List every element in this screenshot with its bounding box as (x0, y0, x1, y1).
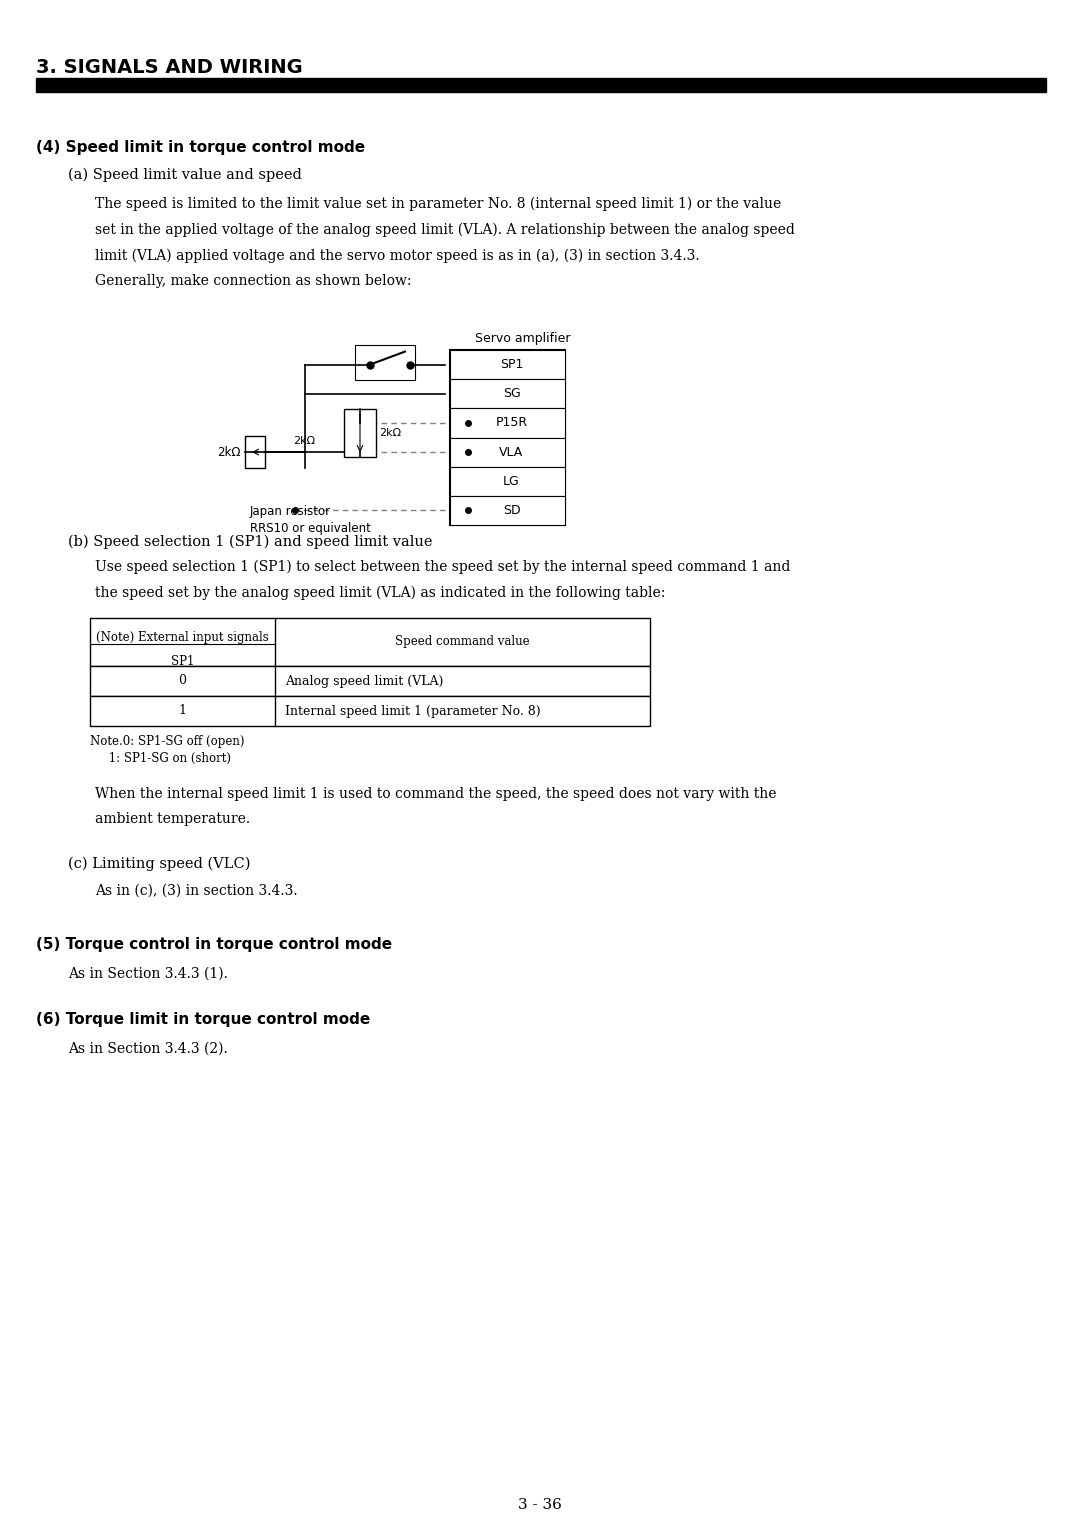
Bar (345, 410, 376, 457)
Text: As in (c), (3) in section 3.4.3.: As in (c), (3) in section 3.4.3. (95, 885, 298, 898)
Text: Speed command value: Speed command value (395, 636, 530, 648)
Text: Analog speed limit (VLA): Analog speed limit (VLA) (285, 674, 444, 688)
Bar (90, 617, 650, 666)
Text: Note.0: SP1-SG off (open): Note.0: SP1-SG off (open) (90, 735, 244, 749)
Bar (450, 437, 565, 466)
Text: (a) Speed limit value and speed: (a) Speed limit value and speed (68, 168, 302, 182)
Text: (6) Torque limit in torque control mode: (6) Torque limit in torque control mode (36, 1012, 370, 1027)
Text: (5) Torque control in torque control mode: (5) Torque control in torque control mod… (36, 937, 392, 952)
Bar (90, 666, 650, 695)
Text: 3. SIGNALS AND WIRING: 3. SIGNALS AND WIRING (36, 58, 302, 76)
Text: As in Section 3.4.3 (2).: As in Section 3.4.3 (2). (68, 1042, 228, 1056)
Text: RRS10 or equivalent: RRS10 or equivalent (249, 523, 370, 535)
Text: 2kΩ: 2kΩ (217, 446, 241, 458)
Bar (450, 350, 565, 526)
Bar (90, 695, 650, 726)
Text: Japan resistor: Japan resistor (249, 506, 332, 518)
Text: 1: 1 (178, 704, 187, 718)
Text: (c) Limiting speed (VLC): (c) Limiting speed (VLC) (68, 857, 251, 871)
Bar (450, 495, 565, 526)
Text: The speed is limited to the limit value set in parameter No. 8 (internal speed l: The speed is limited to the limit value … (95, 197, 795, 287)
Text: SP1: SP1 (171, 656, 194, 668)
Text: VLA: VLA (499, 446, 524, 458)
Text: When the internal speed limit 1 is used to command the speed, the speed does not: When the internal speed limit 1 is used … (95, 787, 777, 827)
Text: 0: 0 (178, 674, 187, 688)
Text: 1: SP1-SG on (short): 1: SP1-SG on (short) (90, 752, 231, 766)
Text: Servo amplifier: Servo amplifier (475, 332, 570, 345)
Text: SD: SD (502, 504, 521, 516)
Bar (450, 350, 565, 379)
Bar (245, 435, 265, 468)
Bar (36, 78, 1047, 92)
Text: P15R: P15R (496, 417, 527, 429)
Bar (450, 466, 565, 495)
Bar (450, 408, 565, 437)
Text: (Note) External input signals: (Note) External input signals (96, 631, 269, 643)
Bar (355, 345, 415, 379)
Text: SP1: SP1 (500, 358, 523, 371)
Text: Use speed selection 1 (SP1) to select between the speed set by the internal spee: Use speed selection 1 (SP1) to select be… (95, 559, 791, 601)
Text: 2kΩ: 2kΩ (294, 435, 315, 446)
Bar (450, 379, 565, 408)
Text: As in Section 3.4.3 (1).: As in Section 3.4.3 (1). (68, 967, 228, 981)
Text: 2kΩ: 2kΩ (379, 428, 401, 439)
Text: SG: SG (502, 387, 521, 400)
Text: Internal speed limit 1 (parameter No. 8): Internal speed limit 1 (parameter No. 8) (285, 704, 541, 718)
Text: 3 - 36: 3 - 36 (518, 1497, 562, 1513)
Text: (b) Speed selection 1 (SP1) and speed limit value: (b) Speed selection 1 (SP1) and speed li… (68, 535, 432, 550)
Text: (4) Speed limit in torque control mode: (4) Speed limit in torque control mode (36, 141, 365, 154)
Text: LG: LG (503, 475, 519, 487)
